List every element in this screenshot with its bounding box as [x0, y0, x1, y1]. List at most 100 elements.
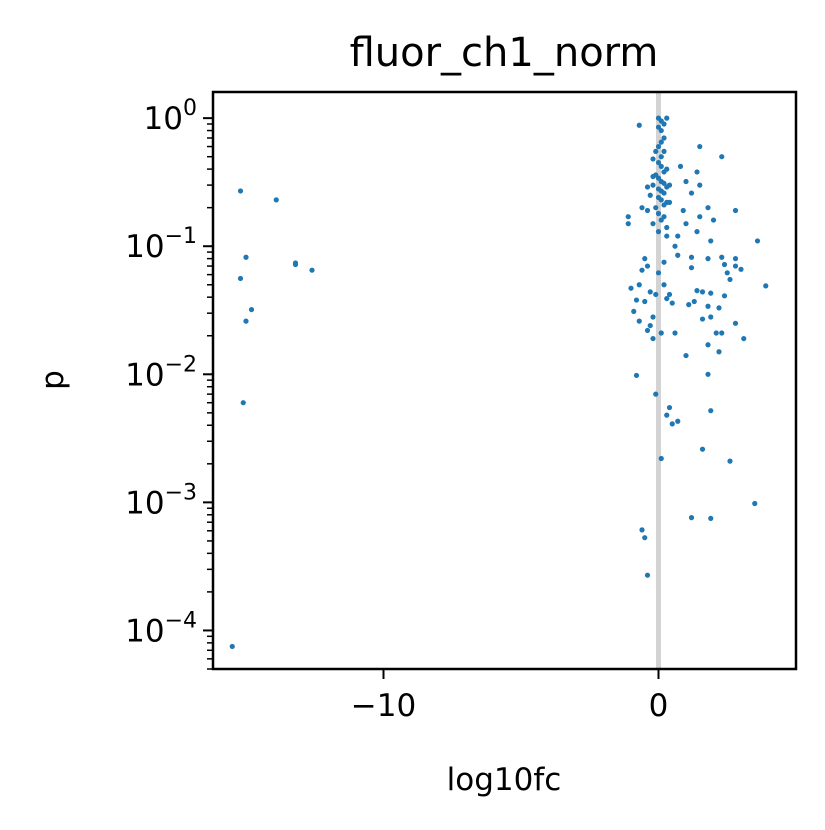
data-point: [661, 282, 667, 288]
data-point: [669, 300, 675, 306]
data-point: [688, 254, 695, 260]
data-point: [642, 298, 648, 305]
data-point: [658, 455, 664, 462]
axes-frame: [211, 90, 798, 671]
data-point: [694, 169, 700, 175]
data-point: [243, 254, 249, 260]
data-point: [655, 159, 662, 166]
x-axis: −10 0: [351, 669, 669, 724]
data-point: [237, 275, 244, 282]
data-point: [243, 318, 249, 324]
data-point: [688, 190, 695, 196]
data-point: [240, 400, 246, 406]
x-tick-label: −10: [351, 688, 416, 724]
data-point: [655, 143, 662, 150]
data-point: [721, 261, 728, 268]
data-point: [705, 205, 711, 211]
data-point: [694, 229, 700, 235]
data-point: [713, 330, 719, 336]
data-point: [658, 139, 664, 145]
data-point: [661, 180, 667, 186]
data-point: [653, 391, 659, 397]
data-point: [658, 217, 664, 223]
data-point: [708, 515, 714, 521]
data-point: [708, 314, 714, 320]
y-tick-label: 10−4: [125, 608, 197, 649]
data-point: [683, 178, 689, 185]
data-point: [664, 412, 670, 418]
data-point: [677, 163, 684, 169]
data-point: [724, 270, 730, 276]
data-point: [650, 314, 656, 320]
data-point: [705, 256, 711, 262]
data-point: [644, 327, 651, 334]
data-point: [752, 500, 758, 507]
data-point: [716, 305, 722, 311]
data-point: [644, 572, 651, 578]
data-point: [697, 182, 703, 188]
data-point: [666, 404, 673, 411]
data-point: [647, 289, 653, 295]
data-point: [655, 270, 662, 276]
data-point: [719, 154, 725, 160]
data-point: [633, 297, 640, 303]
data-point: [631, 308, 637, 314]
data-point: [705, 342, 711, 348]
data-point: [658, 330, 664, 336]
data-point: [686, 302, 692, 308]
data-point: [672, 330, 678, 336]
data-point: [658, 154, 664, 160]
data-point: [650, 182, 656, 188]
x-tick-label: 0: [649, 688, 669, 724]
data-point: [650, 156, 656, 162]
data-point: [625, 214, 631, 220]
data-point: [666, 291, 673, 298]
data-point: [732, 320, 739, 326]
data-point: [732, 207, 739, 214]
data-point: [292, 260, 299, 266]
data-point: [644, 184, 651, 190]
data-point: [655, 229, 662, 235]
data-point: [653, 291, 659, 298]
data-point: [732, 263, 739, 269]
data-point: [675, 233, 681, 239]
data-point: [664, 295, 670, 302]
data-point: [666, 199, 673, 205]
data-point: [639, 527, 645, 533]
data-point: [658, 197, 664, 203]
data-point: [666, 182, 673, 188]
data-point: [691, 298, 697, 305]
data-point: [237, 188, 244, 194]
data-point: [705, 303, 711, 309]
data-point: [636, 122, 642, 128]
x-axis-label: log10fc: [447, 762, 562, 798]
data-point: [697, 214, 703, 220]
data-point: [732, 256, 739, 262]
data-point: [658, 163, 664, 169]
y-tick-label: 100: [144, 96, 197, 137]
y-tick-label: 10−1: [125, 224, 197, 265]
data-point: [719, 330, 725, 336]
data-point: [694, 288, 700, 294]
data-point: [664, 115, 670, 121]
data-point: [699, 289, 706, 295]
data-point: [763, 283, 769, 289]
data-point: [653, 205, 659, 211]
data-point: [661, 169, 667, 175]
data-point: [683, 352, 689, 359]
data-point: [697, 143, 703, 150]
data-point: [708, 408, 714, 414]
data-point: [229, 643, 235, 650]
y-tick-label: 10−2: [125, 352, 197, 393]
y-tick-label: 10−3: [125, 480, 197, 521]
data-point: [741, 335, 747, 342]
data-point: [683, 221, 689, 227]
data-point: [699, 446, 706, 452]
data-point: [754, 238, 761, 244]
data-point: [655, 210, 662, 217]
data-points: [229, 115, 769, 650]
data-point: [639, 205, 645, 211]
data-point: [636, 318, 642, 324]
y-axis-label: p: [35, 370, 71, 390]
